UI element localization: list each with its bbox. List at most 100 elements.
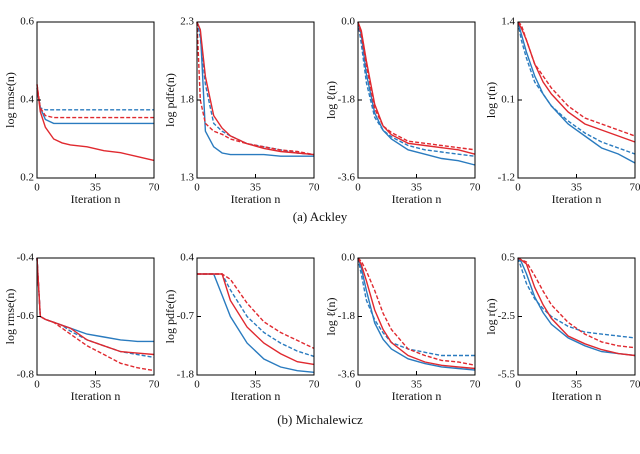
x-tick-label: 70 xyxy=(309,379,321,391)
series-line xyxy=(357,257,475,357)
series-line xyxy=(357,21,476,151)
series-line xyxy=(196,21,314,157)
y-tick-label: -0.8 xyxy=(17,369,35,381)
series-line xyxy=(196,21,315,156)
x-tick-label: 35 xyxy=(411,379,423,391)
axes-frame xyxy=(517,257,636,376)
series-line xyxy=(357,257,476,370)
series-line xyxy=(197,273,315,373)
x-tick-label: 0 xyxy=(34,182,40,194)
series-line xyxy=(36,84,154,119)
x-tick-label: 70 xyxy=(470,379,482,391)
axes-frame xyxy=(36,21,155,179)
y-axis-label: log pdfe(n) xyxy=(163,290,177,344)
y-axis-label: log pdfe(n) xyxy=(163,73,177,127)
x-tick-label: 35 xyxy=(90,182,102,194)
x-tick-label: 0 xyxy=(355,379,361,391)
y-tick-label: 1.4 xyxy=(501,16,515,28)
y-tick-label: -3.6 xyxy=(338,369,356,381)
x-axis-label: Iteration n xyxy=(71,192,121,206)
y-tick-label: -5.5 xyxy=(498,369,516,381)
y-axis-label: log ℓ(n) xyxy=(324,81,338,119)
series-line xyxy=(196,21,315,156)
series-line xyxy=(517,257,636,357)
x-tick-label: 0 xyxy=(515,379,521,391)
x-axis-label: Iteration n xyxy=(552,389,602,403)
y-tick-label: -1.8 xyxy=(338,94,356,106)
series-line xyxy=(357,257,476,366)
panel: 0 35 70 0.2 0.4 0.6 Iteration n log rmse(n) xyxy=(3,16,160,206)
y-tick-label: 0.4 xyxy=(20,94,34,106)
x-tick-label: 0 xyxy=(194,182,200,194)
x-tick-label: 0 xyxy=(515,182,521,194)
series-line xyxy=(36,257,155,356)
panel: 0 35 70 -1.8 -0.7 0.4 Iteration n log pdfe(n) xyxy=(163,252,320,403)
y-tick-label: 0.1 xyxy=(501,94,515,106)
y-tick-label: -0.7 xyxy=(177,310,195,322)
x-tick-label: 0 xyxy=(34,379,40,391)
y-tick-label: 1.3 xyxy=(180,172,194,184)
panel: 0 35 70 -3.6 -1.8 0.0 Iteration n log ℓ(n) xyxy=(324,252,481,403)
series-line xyxy=(357,21,476,157)
axes-frame xyxy=(517,21,636,179)
y-axis-label: log rmse(n) xyxy=(3,72,17,128)
y-tick-label: -1.8 xyxy=(338,310,356,322)
y-tick-label: 1.8 xyxy=(180,94,194,106)
x-tick-label: 35 xyxy=(411,182,423,194)
series-line xyxy=(357,257,476,371)
x-tick-label: 70 xyxy=(149,379,161,391)
y-tick-label: -1.8 xyxy=(177,369,195,381)
series-line xyxy=(197,273,315,358)
y-tick-label: -0.6 xyxy=(17,310,35,322)
series-line xyxy=(357,21,476,166)
panel: 0 35 70 -0.8 -0.6 -0.4 Iteration n log rmse(n) xyxy=(3,252,160,403)
y-axis-label: log rmse(n) xyxy=(3,289,17,345)
series-line xyxy=(517,21,636,137)
y-axis-label: log r(n) xyxy=(484,298,498,334)
y-tick-label: 0.4 xyxy=(180,252,194,264)
axes-frame xyxy=(36,257,155,376)
series-line xyxy=(36,88,154,111)
series-line xyxy=(36,84,155,162)
panel: 0 35 70 -3.6 -1.8 0.0 Iteration n log ℓ(n) xyxy=(324,16,481,206)
series-line xyxy=(36,88,154,125)
x-tick-label: 35 xyxy=(571,182,583,194)
y-tick-label: 0.5 xyxy=(501,252,515,264)
x-axis-label: Iteration n xyxy=(231,192,281,206)
panel: 0 35 70 1.3 1.8 2.3 Iteration n log pdfe(n) xyxy=(163,16,320,206)
x-tick-label: 0 xyxy=(194,379,200,391)
series-line xyxy=(196,21,315,156)
series-line xyxy=(517,257,636,357)
panel: 0 35 70 -5.5 -2.5 0.5 Iteration n log r(n) xyxy=(484,252,640,403)
y-tick-label: -0.4 xyxy=(17,252,35,264)
x-tick-label: 35 xyxy=(250,379,262,391)
series-line xyxy=(517,21,636,164)
x-tick-label: 70 xyxy=(309,182,321,194)
y-tick-label: 0.2 xyxy=(20,172,34,184)
y-tick-label: -1.2 xyxy=(498,172,515,184)
x-tick-label: 70 xyxy=(630,182,640,194)
y-tick-label: -2.5 xyxy=(498,310,516,322)
x-tick-label: 70 xyxy=(630,379,640,391)
x-tick-label: 35 xyxy=(90,379,102,391)
x-tick-label: 35 xyxy=(250,182,262,194)
y-tick-label: 2.3 xyxy=(180,16,194,28)
caption: (a) Ackley xyxy=(293,209,348,224)
x-tick-label: 70 xyxy=(470,182,482,194)
axes-frame xyxy=(357,257,476,376)
series-line xyxy=(197,273,315,350)
x-axis-label: Iteration n xyxy=(392,192,442,206)
series-line xyxy=(36,257,154,343)
axes-frame xyxy=(357,21,476,179)
y-tick-label: 0.0 xyxy=(341,252,355,264)
x-tick-label: 70 xyxy=(149,182,161,194)
y-tick-label: -3.6 xyxy=(338,172,356,184)
y-axis-label: log r(n) xyxy=(484,82,498,118)
series-line xyxy=(517,21,636,155)
x-axis-label: Iteration n xyxy=(392,389,442,403)
y-tick-label: 0.6 xyxy=(20,16,34,28)
x-axis-label: Iteration n xyxy=(552,192,602,206)
caption: (b) Michalewicz xyxy=(277,412,363,427)
series-line xyxy=(517,257,636,349)
